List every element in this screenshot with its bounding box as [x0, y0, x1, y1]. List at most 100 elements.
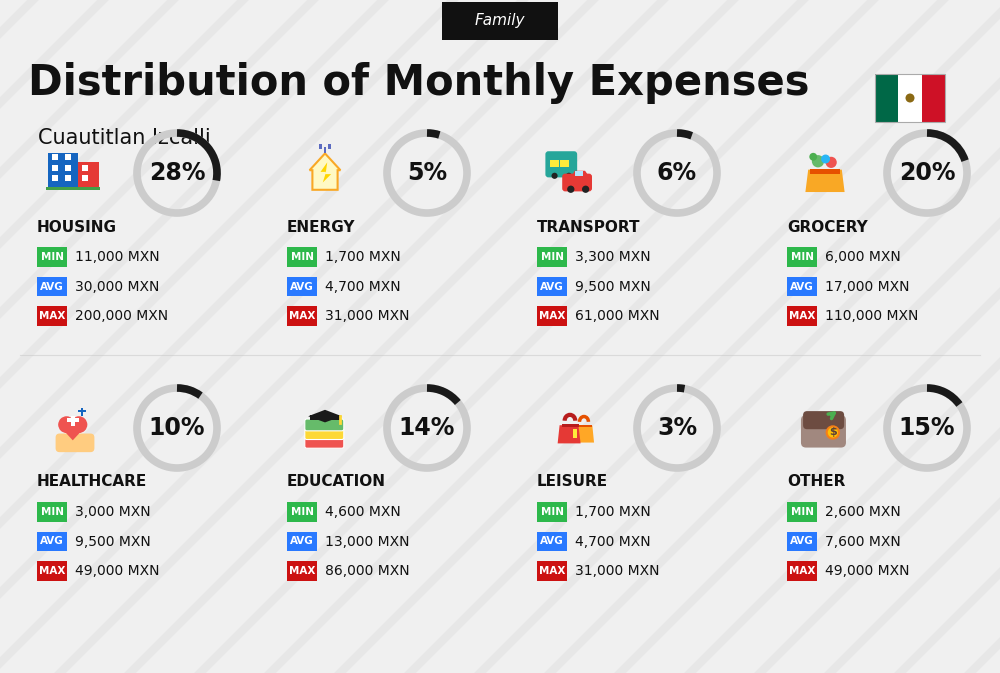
Text: MIN: MIN [290, 507, 314, 517]
Polygon shape [321, 162, 331, 182]
Bar [46, 187, 100, 190]
FancyBboxPatch shape [537, 306, 567, 326]
Circle shape [906, 94, 914, 102]
Text: 17,000 MXN: 17,000 MXN [825, 279, 910, 293]
Bar [922, 74, 945, 122]
FancyBboxPatch shape [305, 419, 344, 431]
Text: 4,700 MXN: 4,700 MXN [325, 279, 401, 293]
Text: 3%: 3% [657, 416, 697, 440]
Text: HEALTHCARE: HEALTHCARE [37, 474, 147, 489]
Text: Family: Family [475, 13, 525, 28]
Bar [810, 169, 840, 174]
FancyBboxPatch shape [803, 411, 844, 429]
Bar [575, 172, 583, 176]
Text: 1,700 MXN: 1,700 MXN [575, 505, 651, 519]
Text: MIN: MIN [790, 252, 814, 262]
Polygon shape [805, 170, 845, 192]
Text: 1,700 MXN: 1,700 MXN [325, 250, 401, 264]
Text: 11,000 MXN: 11,000 MXN [75, 250, 160, 264]
FancyBboxPatch shape [287, 306, 317, 326]
Bar [71, 416, 75, 426]
Text: AVG: AVG [40, 281, 64, 291]
Text: Cuautitlan Izcalli: Cuautitlan Izcalli [38, 128, 211, 148]
Text: 20%: 20% [899, 161, 955, 185]
Bar [82, 175, 88, 182]
FancyBboxPatch shape [787, 306, 817, 326]
Text: MIN: MIN [540, 507, 564, 517]
Polygon shape [58, 425, 87, 440]
Text: 6%: 6% [657, 161, 697, 185]
FancyBboxPatch shape [562, 174, 592, 191]
Text: MAX: MAX [39, 311, 65, 321]
Text: 31,000 MXN: 31,000 MXN [575, 564, 660, 578]
Polygon shape [308, 410, 342, 423]
Circle shape [582, 186, 589, 193]
Bar [52, 175, 58, 182]
Text: HOUSING: HOUSING [37, 219, 117, 234]
FancyBboxPatch shape [37, 306, 67, 326]
Bar [875, 74, 945, 122]
Text: 110,000 MXN: 110,000 MXN [825, 309, 918, 323]
FancyBboxPatch shape [287, 532, 317, 551]
Bar [67, 418, 79, 422]
Text: 15%: 15% [899, 416, 955, 440]
Polygon shape [574, 426, 594, 443]
Text: MAX: MAX [539, 566, 565, 576]
Circle shape [551, 173, 558, 179]
FancyBboxPatch shape [305, 427, 344, 439]
Polygon shape [558, 425, 581, 444]
Bar [52, 165, 58, 171]
Bar [577, 425, 592, 427]
Bar [310, 415, 340, 420]
Bar [577, 429, 578, 438]
Bar [65, 154, 71, 160]
Bar [562, 424, 579, 427]
Text: 200,000 MXN: 200,000 MXN [75, 309, 168, 323]
Circle shape [812, 155, 824, 168]
Text: 31,000 MXN: 31,000 MXN [325, 309, 410, 323]
Bar [82, 165, 88, 171]
Bar [78, 410, 86, 413]
Text: ENERGY: ENERGY [287, 219, 356, 234]
Text: $: $ [829, 427, 837, 437]
FancyBboxPatch shape [56, 433, 94, 452]
Text: 61,000 MXN: 61,000 MXN [575, 309, 660, 323]
FancyBboxPatch shape [37, 502, 67, 522]
Polygon shape [572, 171, 589, 176]
Bar [898, 74, 922, 122]
Text: 7,600 MXN: 7,600 MXN [825, 534, 901, 548]
Circle shape [809, 153, 817, 161]
Text: Distribution of Monthly Expenses: Distribution of Monthly Expenses [28, 62, 810, 104]
Text: AVG: AVG [290, 536, 314, 546]
Text: MAX: MAX [539, 311, 565, 321]
Text: LEISURE: LEISURE [537, 474, 608, 489]
Text: GROCERY: GROCERY [787, 219, 868, 234]
Bar [550, 160, 559, 167]
Bar [319, 145, 322, 149]
FancyBboxPatch shape [442, 2, 558, 40]
Text: MAX: MAX [789, 566, 815, 576]
Text: AVG: AVG [790, 281, 814, 291]
Circle shape [566, 173, 572, 179]
FancyBboxPatch shape [287, 277, 317, 296]
Text: 3,000 MXN: 3,000 MXN [75, 505, 151, 519]
Text: MIN: MIN [540, 252, 564, 262]
Bar [78, 162, 99, 188]
Text: AVG: AVG [540, 536, 564, 546]
Text: MAX: MAX [289, 566, 315, 576]
Text: 86,000 MXN: 86,000 MXN [325, 564, 410, 578]
Text: AVG: AVG [290, 281, 314, 291]
Bar [324, 147, 326, 153]
Text: 6,000 MXN: 6,000 MXN [825, 250, 901, 264]
Bar [81, 409, 83, 416]
Bar [65, 175, 71, 182]
FancyBboxPatch shape [37, 561, 67, 581]
Text: MAX: MAX [789, 311, 815, 321]
FancyBboxPatch shape [537, 247, 567, 267]
FancyBboxPatch shape [537, 532, 567, 551]
Text: 4,700 MXN: 4,700 MXN [575, 534, 651, 548]
FancyBboxPatch shape [537, 277, 567, 296]
Text: AVG: AVG [40, 536, 64, 546]
Text: AVG: AVG [790, 536, 814, 546]
Text: 9,500 MXN: 9,500 MXN [575, 279, 651, 293]
